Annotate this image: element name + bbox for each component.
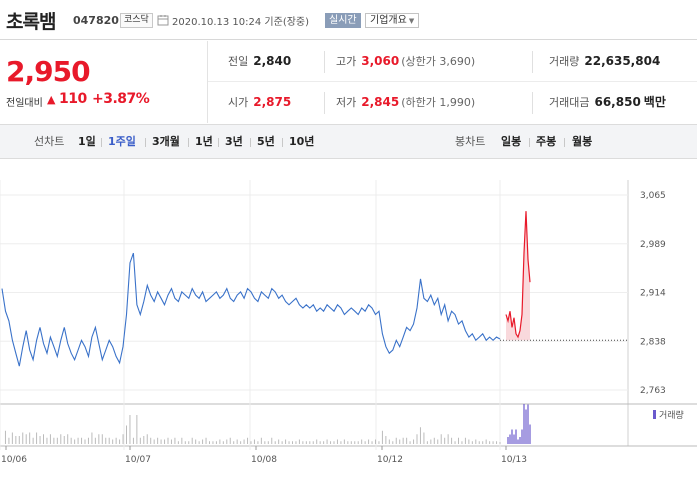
company-info-button[interactable]: 기업개요 ▼ [365, 13, 420, 28]
y-tick-label: 2,763 [640, 386, 666, 396]
x-axis: 10/06 10/07 10/08 10/12 10/13 [1, 446, 527, 465]
calendar-icon [157, 15, 169, 26]
x-tick-label: 10/06 [1, 455, 27, 465]
period-3m[interactable]: 3개월 [152, 135, 180, 148]
low-price: 저가 2,845 (하한가 1,990) [336, 95, 476, 109]
period-1y[interactable]: 1년 [195, 135, 213, 148]
chevron-down-icon: ▼ [408, 17, 415, 25]
x-tick-label: 10/13 [501, 455, 527, 465]
y-tick-label: 3,065 [640, 191, 666, 201]
chart-grid [0, 180, 697, 450]
price-line-today [505, 211, 531, 339]
open-price: 시가 2,875 [228, 95, 292, 109]
trade-amount: 거래대금 66,850 백만 [549, 95, 666, 109]
change-label: 전일대비 [6, 98, 43, 109]
stock-header: 초록뱀 047820 코스닥 2020.10.13 10:24 기준(장중) 실… [0, 0, 697, 40]
volume-legend: 거래량 [653, 409, 684, 421]
candle-chart-label: 봉차트 [455, 135, 486, 148]
up-arrow-icon: ▲ [47, 93, 56, 106]
price-area-today [506, 211, 530, 341]
high-price: 고가 3,060 (상한가 3,690) [336, 54, 476, 68]
stock-name: 초록뱀 [6, 11, 56, 33]
y-axis: 3,065 2,989 2,914 2,838 2,763 [640, 191, 666, 396]
candle-daily[interactable]: 일봉 [501, 135, 522, 148]
x-tick-label: 10/07 [125, 455, 151, 465]
candle-weekly[interactable]: 주봉 [536, 135, 557, 148]
y-tick-label: 2,838 [640, 337, 666, 347]
realtime-button[interactable]: 실시간 [325, 13, 361, 28]
line-chart-label: 선차트 [34, 135, 65, 148]
period-1d[interactable]: 1일 [78, 135, 96, 148]
x-tick-label: 10/08 [251, 455, 277, 465]
company-info-label: 기업개요 [370, 15, 407, 26]
change-value: 110 [59, 91, 87, 107]
period-10y[interactable]: 10년 [289, 135, 315, 148]
y-tick-label: 2,914 [640, 289, 666, 299]
prev-close: 전일 2,840 [228, 54, 292, 68]
period-1w[interactable]: 1주일 [108, 135, 136, 148]
x-tick-label: 10/12 [377, 455, 403, 465]
stock-code: 047820 [73, 14, 119, 27]
market-badge: 코스닥 [120, 13, 153, 28]
change-percent: +3.87% [92, 91, 150, 107]
y-tick-label: 2,989 [640, 240, 666, 250]
chart-period-nav: 선차트 1일 1주일 3개월 1년 3년 5년 10년 봉차트 일봉 주봉 월봉 [0, 124, 697, 159]
volume-legend-label: 거래량 [659, 409, 684, 421]
stats-table: 전일 2,840 고가 3,060 (상한가 3,690) 거래량 22,635,804… [207, 41, 697, 123]
date-time: 2020.10.13 10:24 기준(장중) [172, 17, 310, 28]
period-5y[interactable]: 5년 [257, 135, 275, 148]
current-price: 2,950 [6, 55, 91, 88]
price-lines [1, 211, 628, 367]
price-box: 2,950 전일대비 ▲ 110 +3.87% [0, 41, 207, 123]
volume: 거래량 22,635,804 [549, 54, 661, 68]
stats-row: 전일 2,840 고가 3,060 (상한가 3,690) 거래량 22,635,804 [208, 41, 697, 82]
candle-monthly[interactable]: 월봉 [572, 135, 593, 148]
volume-bars [4, 404, 531, 444]
stats-row: 시가 2,875 저가 2,845 (하한가 1,990) 거래대금 66,850 백만 [208, 82, 697, 123]
period-3y[interactable]: 3년 [225, 135, 243, 148]
price-line-prev-days [1, 252, 501, 367]
